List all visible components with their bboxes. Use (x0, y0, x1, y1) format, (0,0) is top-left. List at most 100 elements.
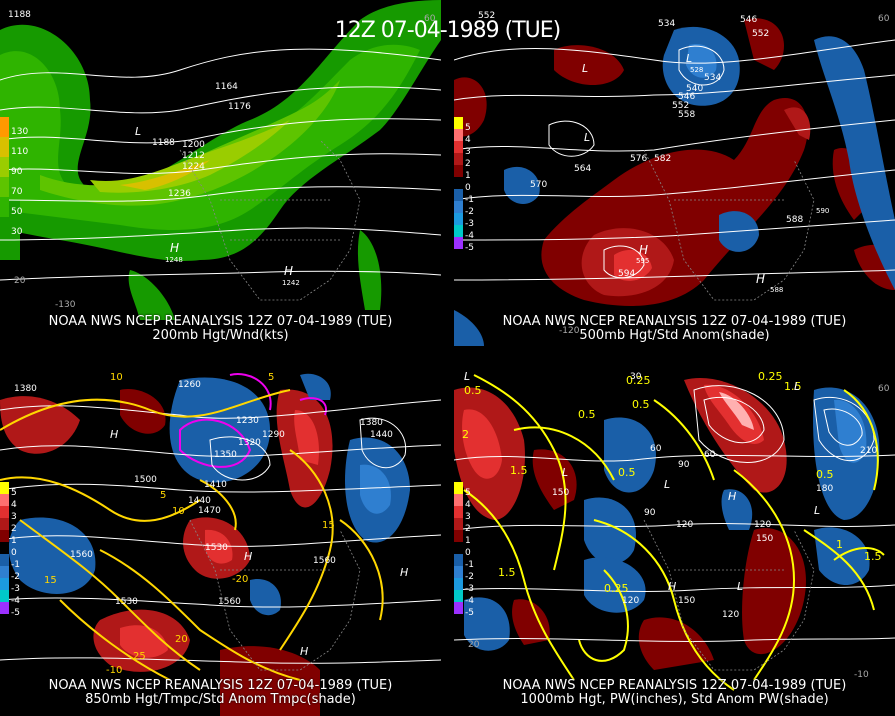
high-marker: H (668, 580, 677, 593)
pw-label: 1.5 (510, 464, 528, 477)
temp-label: 15 (44, 575, 57, 586)
legend-label: -3 (465, 219, 474, 229)
legend-label: 110 (11, 147, 29, 157)
longitude-label: -130 (55, 300, 76, 310)
legend-label: 4 (465, 135, 471, 145)
contour-label: 60 (650, 444, 662, 454)
contour-label: 1320 (238, 438, 261, 448)
contour-label: 588 (786, 215, 804, 225)
temp-label: 20 (175, 634, 188, 645)
contour-label: 210 (860, 446, 878, 456)
legend-label: 0 (465, 548, 471, 558)
legend-label: 1 (465, 171, 471, 181)
high-marker: H (639, 243, 649, 257)
legend-swatch (454, 213, 463, 225)
legend-swatch (454, 237, 463, 249)
legend-swatch (0, 157, 9, 177)
contour-label: 588 (770, 286, 784, 294)
contour-label: 528 (690, 66, 704, 74)
high-marker: H (284, 264, 294, 278)
legend-label: -4 (11, 596, 20, 606)
legend-label: 3 (465, 512, 471, 522)
contour-label: 564 (574, 164, 592, 174)
legend-swatch (454, 578, 463, 590)
page-title: 12Z 07-04-1989 (TUE) (334, 18, 562, 43)
latitude-label: 20 (468, 640, 480, 650)
temp-label: 5 (160, 490, 167, 501)
low-marker: L (664, 478, 671, 491)
high-marker: H (728, 490, 737, 503)
legend-label: -2 (465, 207, 474, 217)
legend-label: 1 (465, 536, 471, 546)
panel-caption-line2: 500mb Hgt/Std Anom(shade) (579, 328, 770, 343)
low-marker: L (582, 62, 589, 75)
map-1000mb-graphic (454, 374, 895, 691)
contour-label: 590 (816, 207, 830, 215)
panel-caption-line2: 850mb Hgt/Tmpc/Std Anom Tmpc(shade) (85, 692, 356, 707)
contour-label: 1530 (115, 597, 138, 607)
pw-label: 1.5 (498, 566, 516, 579)
contour-label: 30 (630, 372, 642, 382)
panel-caption-line1: NOAA NWS NCEP REANALYSIS 12Z 07-04-1989 … (502, 678, 847, 693)
contour-label: 552 (478, 11, 496, 21)
legend-label: -2 (11, 572, 20, 582)
panel-caption-line1: NOAA NWS NCEP REANALYSIS 12Z 07-04-1989 … (48, 314, 393, 329)
legend-swatch (0, 482, 9, 494)
contour-label: 150 (678, 596, 696, 606)
legend-label: 2 (11, 524, 17, 534)
legend-swatch (0, 518, 9, 530)
legend-label: 70 (11, 187, 23, 197)
low-marker: L (814, 504, 821, 517)
contour-label: 1242 (282, 279, 300, 287)
legend-swatch (0, 554, 9, 566)
pw-label: 0.5 (578, 408, 596, 421)
legend-label: 2 (465, 524, 471, 534)
latitude-label: 60 (424, 14, 436, 24)
legend-label: -2 (465, 572, 474, 582)
legend-label: 4 (11, 500, 17, 510)
high-marker: H (756, 272, 766, 286)
latitude-label: 60 (878, 14, 890, 24)
contour-label: 1350 (214, 450, 237, 460)
contour-label: 1236 (168, 189, 191, 199)
contour-label: 120 (754, 520, 772, 530)
contour-label: 1440 (188, 496, 211, 506)
legend-label: 0 (11, 548, 17, 558)
legend-label: 4 (465, 500, 471, 510)
legend-label: 1 (11, 536, 17, 546)
temp-label: 10 (172, 506, 185, 517)
legend-swatch (454, 530, 463, 542)
legend-label: -5 (11, 608, 20, 618)
pw-label: 0.25 (604, 582, 629, 595)
temp-label: -20 (232, 574, 249, 585)
low-marker: L (135, 125, 142, 138)
legend-label: 5 (465, 123, 471, 133)
legend-label: 50 (11, 207, 23, 217)
pw-label: 1 (836, 538, 843, 551)
legend-swatch (0, 602, 9, 614)
contour-label: 150 (756, 534, 774, 544)
pw-label: 0.25 (758, 370, 783, 383)
contour-label: 576 (630, 154, 648, 164)
legend-label: 3 (11, 512, 17, 522)
contour-label: 1560 (313, 556, 336, 566)
contour-label: 1290 (262, 430, 285, 440)
legend-swatch (454, 225, 463, 237)
legend-swatch (454, 518, 463, 530)
high-marker: H (400, 566, 409, 579)
legend-swatch (0, 494, 9, 506)
contour-label: 582 (654, 154, 672, 164)
panel-caption-line2: 1000mb Hgt, PW(inches), Std Anom PW(shad… (520, 692, 829, 707)
contour-label: 1212 (182, 151, 205, 161)
high-marker: H (244, 550, 253, 563)
contour-label: 546 (740, 15, 758, 25)
legend-label: 2 (465, 159, 471, 169)
contour-label: 546 (678, 92, 696, 102)
longitude-label: -10 (854, 670, 869, 680)
legend-label: 130 (11, 127, 29, 137)
legend-swatch (454, 129, 463, 141)
legend-swatch (454, 482, 463, 494)
contour-label: 1380 (360, 418, 383, 428)
pw-label: 0.5 (632, 398, 650, 411)
temp-label: 15 (322, 520, 335, 531)
